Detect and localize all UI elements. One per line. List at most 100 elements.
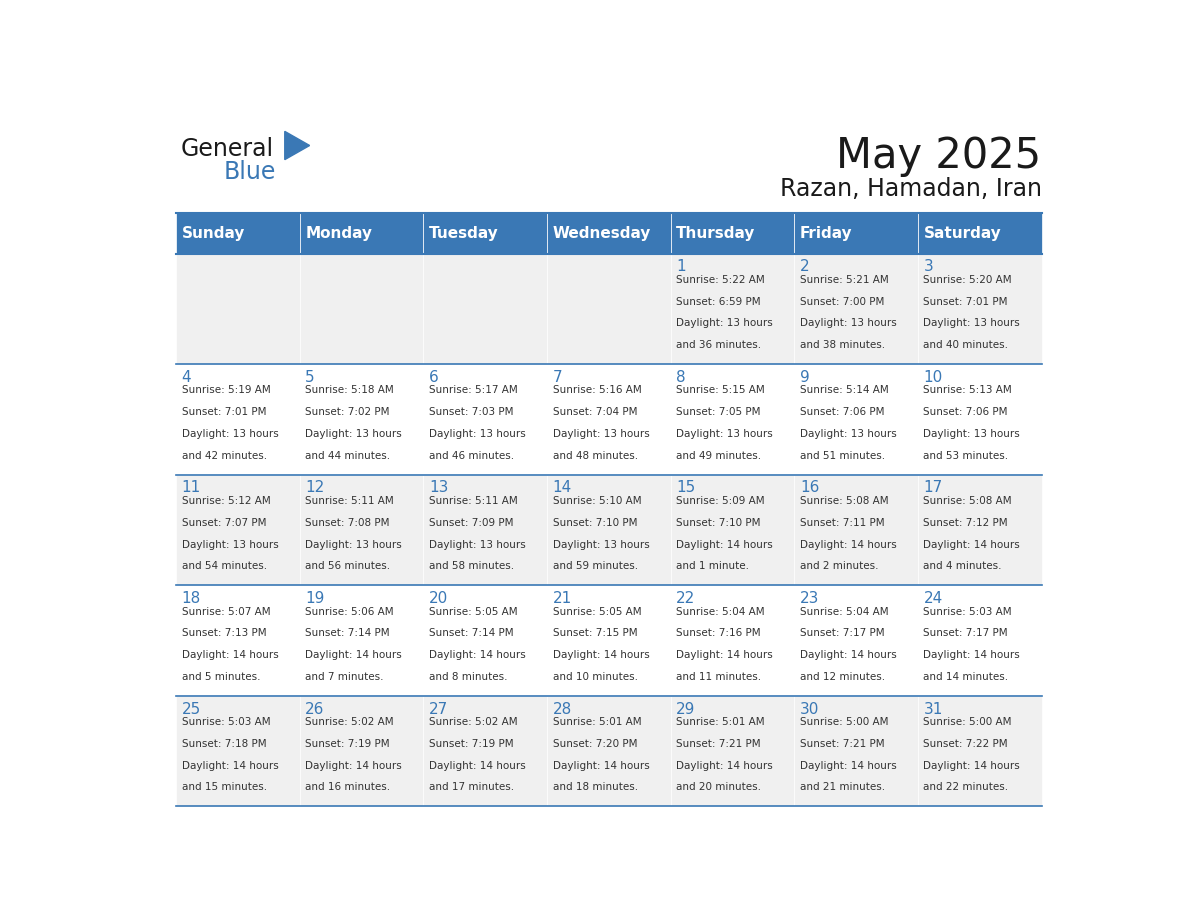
Bar: [299, 364, 423, 475]
Bar: [423, 213, 546, 253]
Text: and 36 minutes.: and 36 minutes.: [676, 341, 762, 351]
Bar: [176, 213, 299, 253]
Text: Razan, Hamadan, Iran: Razan, Hamadan, Iran: [779, 177, 1042, 201]
Text: 6: 6: [429, 370, 438, 385]
Text: Sunset: 7:17 PM: Sunset: 7:17 PM: [800, 628, 884, 638]
Text: Sunset: 7:07 PM: Sunset: 7:07 PM: [182, 518, 266, 528]
Text: Daylight: 14 hours: Daylight: 14 hours: [800, 761, 897, 771]
Text: 13: 13: [429, 480, 448, 496]
Text: 7: 7: [552, 370, 562, 385]
Text: Sunset: 7:06 PM: Sunset: 7:06 PM: [800, 408, 884, 417]
Bar: [546, 696, 671, 806]
Text: Sunrise: 5:00 AM: Sunrise: 5:00 AM: [800, 717, 889, 727]
Bar: [918, 253, 1042, 364]
Bar: [918, 364, 1042, 475]
Text: Sunrise: 5:22 AM: Sunrise: 5:22 AM: [676, 274, 765, 285]
Text: and 10 minutes.: and 10 minutes.: [552, 672, 638, 682]
Text: Daylight: 14 hours: Daylight: 14 hours: [305, 761, 402, 771]
Text: 18: 18: [182, 591, 201, 606]
Text: Sunrise: 5:01 AM: Sunrise: 5:01 AM: [552, 717, 642, 727]
Text: Sunrise: 5:18 AM: Sunrise: 5:18 AM: [305, 386, 394, 396]
Text: Sunrise: 5:13 AM: Sunrise: 5:13 AM: [923, 386, 1012, 396]
Text: Sunrise: 5:12 AM: Sunrise: 5:12 AM: [182, 496, 271, 506]
Text: and 7 minutes.: and 7 minutes.: [305, 672, 384, 682]
Text: Sunrise: 5:03 AM: Sunrise: 5:03 AM: [923, 607, 1012, 617]
Text: Sunrise: 5:08 AM: Sunrise: 5:08 AM: [923, 496, 1012, 506]
Text: Sunset: 7:18 PM: Sunset: 7:18 PM: [182, 739, 266, 749]
Text: and 20 minutes.: and 20 minutes.: [676, 782, 762, 792]
Text: 4: 4: [182, 370, 191, 385]
Text: and 2 minutes.: and 2 minutes.: [800, 562, 878, 571]
Bar: [299, 213, 423, 253]
Bar: [423, 253, 546, 364]
Text: and 22 minutes.: and 22 minutes.: [923, 782, 1009, 792]
Text: and 46 minutes.: and 46 minutes.: [429, 451, 514, 461]
Text: and 49 minutes.: and 49 minutes.: [676, 451, 762, 461]
Text: 29: 29: [676, 701, 695, 717]
Text: Daylight: 13 hours: Daylight: 13 hours: [182, 429, 278, 439]
Polygon shape: [285, 131, 310, 160]
Text: and 4 minutes.: and 4 minutes.: [923, 562, 1001, 571]
Text: Sunset: 7:21 PM: Sunset: 7:21 PM: [800, 739, 884, 749]
Text: Sunrise: 5:04 AM: Sunrise: 5:04 AM: [800, 607, 889, 617]
Text: Blue: Blue: [225, 161, 277, 185]
Text: Sunset: 7:13 PM: Sunset: 7:13 PM: [182, 628, 266, 638]
Text: 23: 23: [800, 591, 820, 606]
Text: and 18 minutes.: and 18 minutes.: [552, 782, 638, 792]
Text: and 8 minutes.: and 8 minutes.: [429, 672, 507, 682]
Text: 20: 20: [429, 591, 448, 606]
Text: Sunset: 7:16 PM: Sunset: 7:16 PM: [676, 628, 760, 638]
Bar: [299, 696, 423, 806]
Text: Sunset: 7:01 PM: Sunset: 7:01 PM: [182, 408, 266, 417]
Bar: [671, 696, 795, 806]
Text: and 40 minutes.: and 40 minutes.: [923, 341, 1009, 351]
Text: Daylight: 14 hours: Daylight: 14 hours: [923, 761, 1020, 771]
Text: and 48 minutes.: and 48 minutes.: [552, 451, 638, 461]
Text: and 59 minutes.: and 59 minutes.: [552, 562, 638, 571]
Text: 1: 1: [676, 259, 685, 274]
Bar: [918, 213, 1042, 253]
Text: Daylight: 13 hours: Daylight: 13 hours: [923, 429, 1020, 439]
Text: 31: 31: [923, 701, 943, 717]
Text: Daylight: 14 hours: Daylight: 14 hours: [923, 650, 1020, 660]
Text: 14: 14: [552, 480, 571, 496]
Bar: [299, 586, 423, 696]
Text: Sunset: 7:19 PM: Sunset: 7:19 PM: [305, 739, 390, 749]
Text: 22: 22: [676, 591, 695, 606]
Bar: [176, 364, 299, 475]
Bar: [795, 253, 918, 364]
Text: Sunset: 7:14 PM: Sunset: 7:14 PM: [305, 628, 390, 638]
Text: Sunrise: 5:11 AM: Sunrise: 5:11 AM: [429, 496, 518, 506]
Bar: [546, 213, 671, 253]
Text: Daylight: 14 hours: Daylight: 14 hours: [305, 650, 402, 660]
Text: and 56 minutes.: and 56 minutes.: [305, 562, 391, 571]
Text: Sunset: 7:02 PM: Sunset: 7:02 PM: [305, 408, 390, 417]
Text: Daylight: 13 hours: Daylight: 13 hours: [429, 540, 525, 550]
Text: Daylight: 14 hours: Daylight: 14 hours: [923, 540, 1020, 550]
Text: 17: 17: [923, 480, 943, 496]
Text: and 38 minutes.: and 38 minutes.: [800, 341, 885, 351]
Text: General: General: [181, 137, 274, 161]
Text: Sunrise: 5:21 AM: Sunrise: 5:21 AM: [800, 274, 889, 285]
Text: and 42 minutes.: and 42 minutes.: [182, 451, 267, 461]
Text: Sunset: 7:21 PM: Sunset: 7:21 PM: [676, 739, 760, 749]
Text: Daylight: 13 hours: Daylight: 13 hours: [676, 319, 773, 329]
Bar: [423, 364, 546, 475]
Bar: [176, 586, 299, 696]
Text: Daylight: 13 hours: Daylight: 13 hours: [305, 429, 402, 439]
Bar: [918, 696, 1042, 806]
Text: Friday: Friday: [800, 226, 853, 241]
Text: 30: 30: [800, 701, 820, 717]
Bar: [546, 364, 671, 475]
Text: 26: 26: [305, 701, 324, 717]
Text: Sunrise: 5:14 AM: Sunrise: 5:14 AM: [800, 386, 889, 396]
Text: Sunrise: 5:19 AM: Sunrise: 5:19 AM: [182, 386, 271, 396]
Bar: [423, 586, 546, 696]
Text: Sunrise: 5:16 AM: Sunrise: 5:16 AM: [552, 386, 642, 396]
Bar: [176, 253, 299, 364]
Text: Sunset: 7:12 PM: Sunset: 7:12 PM: [923, 518, 1009, 528]
Text: Sunset: 7:17 PM: Sunset: 7:17 PM: [923, 628, 1009, 638]
Text: and 58 minutes.: and 58 minutes.: [429, 562, 514, 571]
Text: and 17 minutes.: and 17 minutes.: [429, 782, 514, 792]
Bar: [671, 213, 795, 253]
